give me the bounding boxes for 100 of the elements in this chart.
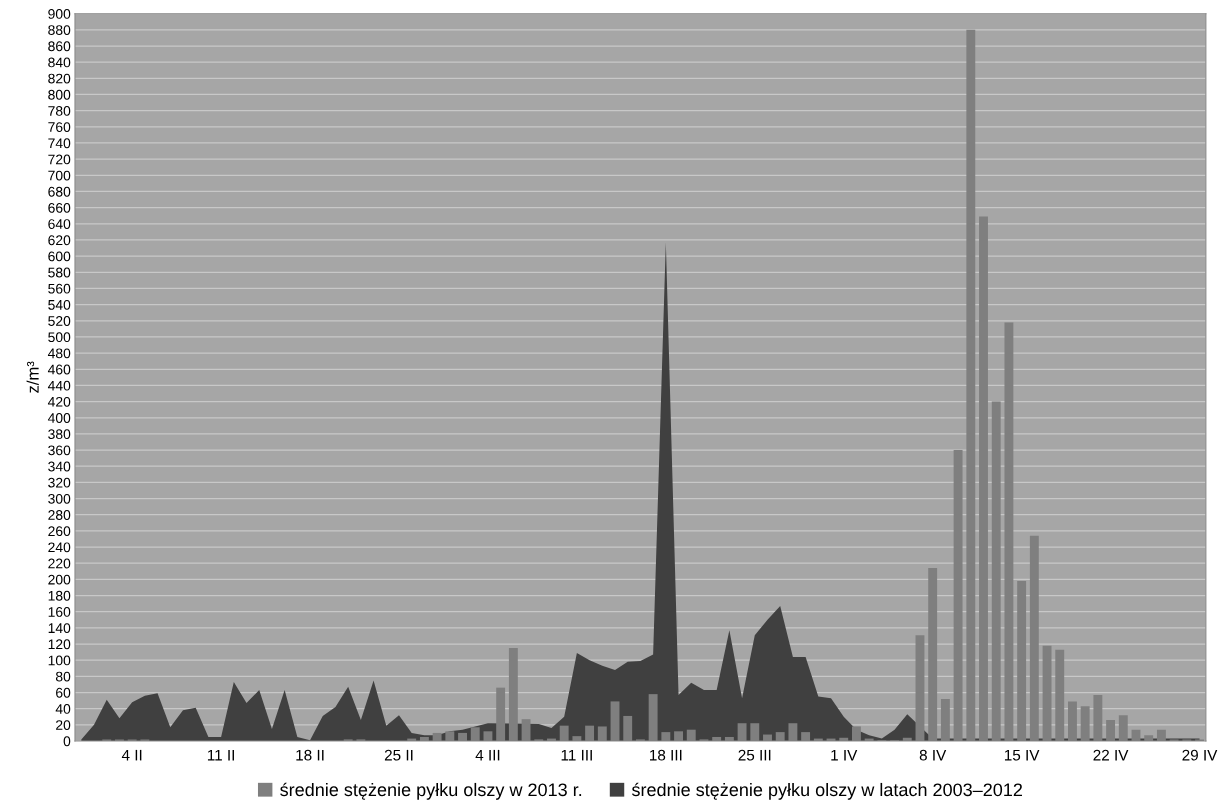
bar [483,731,493,741]
y-tick-label: 520 [48,316,71,326]
bar [928,568,938,741]
y-tick-label: 340 [48,461,71,472]
y-tick-label: 880 [48,25,71,36]
y-tick-label: 640 [48,219,71,229]
bar [902,737,912,741]
bar [521,719,531,741]
y-tick-label: 800 [48,89,71,100]
bar [445,731,455,741]
y-tick-label: 620 [48,235,71,246]
y-axis-title: z/m³ [26,361,39,393]
bar [1055,649,1065,741]
bar [1144,735,1154,741]
y-tick-label: 780 [48,105,71,116]
y-tick-label: 220 [48,558,71,569]
bar [1042,645,1052,741]
bar [839,737,849,741]
bar [496,687,506,741]
bar [610,701,620,741]
y-tick-label: 680 [48,186,71,197]
y-tick-label: 660 [48,202,71,213]
y-tick-label: 320 [48,477,71,488]
bar [585,725,595,741]
bar [1029,535,1039,741]
y-tick-label: 740 [48,138,71,149]
legend-label: średnie stężenie pyłku olszy w latach 2003–2012 [631,782,1022,800]
bar [737,723,747,741]
bar [979,216,988,741]
bar [559,725,569,741]
bar [801,732,811,741]
y-tick-label: 100 [48,655,71,666]
y-tick-label: 120 [48,639,71,650]
x-tick-label: 1 IV [831,749,858,761]
bar [597,726,607,741]
bar [775,732,785,741]
y-tick-label: 420 [47,396,71,407]
y-tick-label: 20 [56,720,71,731]
y-tick-label: 400 [47,413,71,423]
x-tick-label: 4 II [121,749,142,761]
y-tick-label: 840 [48,57,71,68]
y-tick-label: 540 [48,299,71,310]
bar [470,727,480,741]
bar [1118,715,1128,741]
bar [1106,719,1116,741]
x-tick-label: 8 IV [919,749,947,761]
y-tick-label: 80 [55,671,71,682]
y-tick-label: 240 [48,542,71,553]
y-tick-label: 820 [48,73,71,84]
y-tick-label: 200 [48,574,71,585]
x-tick-label: 22 IV [1093,749,1129,761]
bar [1068,701,1077,741]
y-tick-label: 460 [47,364,71,375]
bar [686,729,696,741]
bar [1093,694,1103,741]
bar [712,736,722,741]
x-tick-label: 11 III [561,749,592,761]
y-tick-label: 0 [63,736,71,747]
bar [788,723,798,741]
y-tick-label: 440 [47,380,71,391]
x-tick-label: 25 III [738,749,771,761]
y-tick-label: 40 [55,704,71,714]
y-tick-label: 700 [48,170,71,181]
y-tick-label: 580 [48,267,71,278]
y-tick-label: 760 [48,122,71,132]
y-tick-label: 480 [47,348,71,359]
y-tick-label: 360 [48,445,71,456]
bar [661,732,671,741]
bar [750,723,760,741]
y-tick-label: 60 [56,687,71,698]
y-tick-label: 160 [48,607,71,617]
legend-label: średnie stężenie pyłku olszy w 2013 r. [280,782,582,800]
x-tick-label: 29 IV [1182,749,1218,761]
x-tick-label: 25 II [384,749,413,761]
y-tick-label: 380 [48,429,71,440]
x-tick-label: 4 III [475,749,500,761]
bar [724,736,734,741]
y-tick-label: 900 [48,9,71,19]
x-tick-label: 18 II [296,749,324,761]
y-tick-label: 300 [48,493,71,504]
y-tick-label: 720 [48,154,71,165]
bar [432,732,442,741]
y-tick-label: 260 [48,526,71,537]
bar [851,726,861,741]
bar [915,635,925,741]
y-tick-label: 600 [48,251,71,262]
y-tick-label: 860 [48,41,71,52]
x-tick-label: 18 III [650,749,682,761]
bar [966,29,976,741]
bar [940,698,950,741]
bar [953,450,963,741]
bar [1004,322,1014,741]
y-tick-label: 140 [48,623,71,634]
bar [508,648,518,741]
y-tick-label: 560 [48,283,71,294]
x-tick-label: 11 II [207,749,234,761]
y-tick-label: 280 [48,510,71,520]
y-tick-label: 180 [48,590,71,601]
bar [419,736,429,741]
bar [458,732,467,741]
